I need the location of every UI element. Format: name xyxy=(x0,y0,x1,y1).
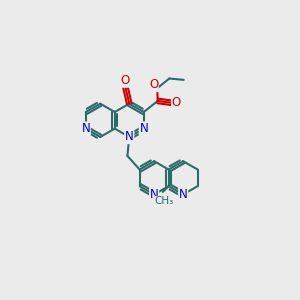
Text: N: N xyxy=(140,122,148,135)
Text: O: O xyxy=(172,96,181,109)
Text: N: N xyxy=(150,188,158,201)
Text: N: N xyxy=(81,122,90,135)
Text: O: O xyxy=(149,79,158,92)
Text: CH₃: CH₃ xyxy=(154,196,174,206)
Text: N: N xyxy=(125,130,134,143)
Text: N: N xyxy=(179,188,188,201)
Text: O: O xyxy=(121,74,130,87)
